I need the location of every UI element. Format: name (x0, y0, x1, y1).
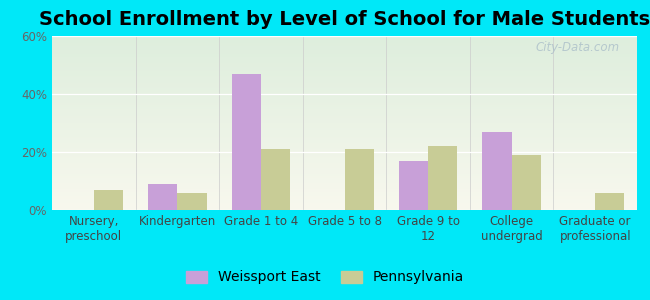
Bar (148, 184, 177, 210)
Bar (261, 149, 290, 210)
Bar (399, 161, 428, 210)
Bar (512, 155, 541, 210)
Text: City-Data.com: City-Data.com (536, 41, 619, 54)
Bar (482, 132, 512, 210)
Bar (177, 193, 207, 210)
Title: School Enrollment by Level of School for Male Students: School Enrollment by Level of School for… (39, 10, 650, 29)
Legend: Weissport East, Pennsylvania: Weissport East, Pennsylvania (180, 265, 470, 290)
Bar (94, 190, 123, 210)
Bar (428, 146, 458, 210)
Bar (231, 74, 261, 210)
Bar (595, 193, 625, 210)
Bar (344, 149, 374, 210)
